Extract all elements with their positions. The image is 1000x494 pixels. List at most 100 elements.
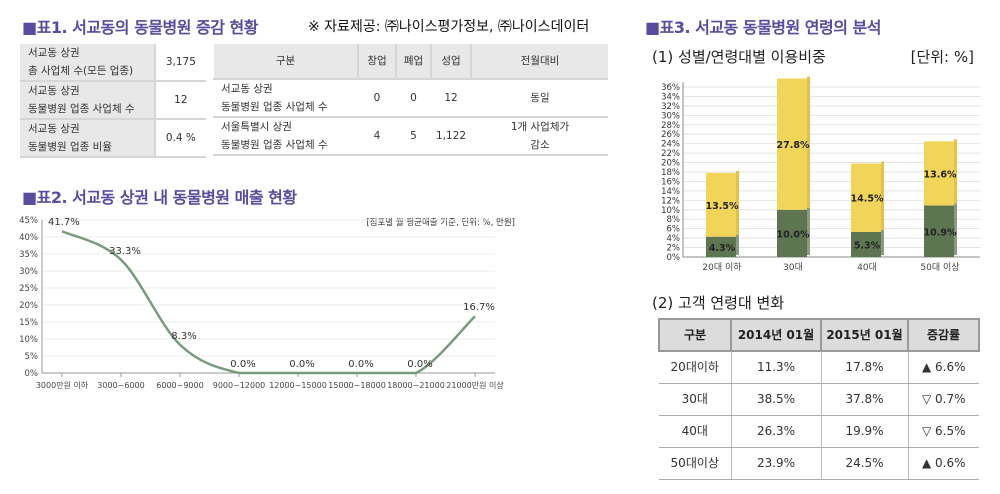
closed-cell: 0 (395, 79, 431, 118)
label-line: 서교동 상권 (28, 85, 80, 97)
age-cell: 50대이상 (659, 447, 731, 480)
y-tick-label: 28% (661, 121, 680, 131)
y-tick-label: 26% (661, 130, 680, 140)
change-cell: 1개 사업체가 감소 (470, 117, 608, 156)
bar-segment (924, 141, 954, 206)
y-tick-label: 10% (661, 206, 680, 216)
y2014-cell: 23.9% (730, 447, 821, 480)
y-tick-label: 36% (661, 83, 680, 93)
table3-title: ■표3. 서교동 동물병원 연령의 분석 (645, 18, 881, 37)
row-value: 3,175 (154, 44, 206, 82)
y-tick-label: 2% (667, 244, 681, 254)
table-row: 50대이상 23.9% 24.5% ▲ 0.6% (659, 447, 979, 480)
bar-side (807, 76, 810, 208)
y-tick-label: 18% (661, 168, 680, 178)
table-row: 20대이하 11.3% 17.8% ▲ 6.6% (659, 351, 979, 384)
header-cell: 전월대비 (470, 44, 608, 80)
bar-segment (777, 78, 807, 210)
y-tick-label: 34% (661, 92, 680, 102)
table-row: 30대 38.5% 37.8% ▽ 0.7% (659, 383, 979, 416)
y2015-cell: 24.5% (820, 447, 908, 480)
data-label: 13.5% (706, 201, 739, 212)
y-tick-label: 30% (661, 111, 680, 121)
y2015-cell: 17.8% (820, 351, 908, 384)
header-row: 구분 2014년 01월 2015년 01월 증감률 (658, 318, 980, 352)
closed-cell: 5 (395, 117, 431, 156)
header-cell: 폐업 (395, 44, 431, 80)
data-label: 33.3% (109, 246, 141, 257)
x-tick-label: 3000만원 이하 (36, 380, 89, 390)
data-label: 4.3% (709, 243, 736, 254)
y2014-cell: 11.3% (730, 351, 821, 384)
data-label: 14.5% (851, 194, 884, 205)
bar-side (736, 234, 739, 255)
x-tick-label: 50대 이상 (920, 262, 959, 273)
y-tick-label: 0% (667, 253, 681, 263)
y-tick-label: 5% (25, 352, 39, 362)
table-row: 서교동 상권 동물병원 업종 사업체 수 12 (20, 81, 206, 120)
source-note: ※ 자료제공: ㈜나이스평가정보, ㈜나이스데이터 (308, 19, 590, 35)
y-tick-label: 12% (661, 196, 680, 206)
label-line: 동물병원 업종 사업체 수 (28, 103, 135, 115)
label-line: 총 사업체 수(모든 업종) (28, 65, 134, 77)
data-label: 0.0% (407, 359, 432, 370)
label-line: 서울특별시 상권 (221, 121, 292, 133)
data-label: 8.3% (171, 331, 196, 342)
bar-side (807, 207, 810, 255)
y-tick-label: 45% (19, 216, 38, 226)
age-change-table: 구분 2014년 01월 2015년 01월 증감률 20대이하 11.3% 17.… (658, 318, 980, 480)
header-row: 구분 창업 폐업 성업 전월대비 (214, 44, 608, 80)
bar-segment (851, 231, 881, 257)
row-value: 12 (154, 81, 206, 120)
y-tick-label: 40% (19, 233, 38, 243)
chart-note: [점포별 월 평균매출 기준, 단위: %, 만원] (366, 217, 515, 228)
bar-segment (706, 172, 736, 237)
bar-side (736, 170, 739, 235)
data-label: 10.0% (777, 229, 810, 240)
table-row: 40대 26.3% 19.9% ▽ 6.5% (659, 415, 979, 448)
x-tick-label: 40대 (857, 262, 877, 273)
row-label: 서울특별시 상권 동물병원 업종 사업체 수 (213, 117, 358, 156)
x-tick-label: 6000~9000 (156, 381, 203, 390)
age-table-title: (2) 고객 연령대 변화 (652, 294, 785, 312)
data-label: 10.9% (924, 227, 957, 238)
bar-chart-unit: [단위: %] (910, 48, 974, 66)
y-tick-label: 20% (661, 159, 680, 169)
bar-side (881, 161, 884, 230)
y-tick-label: 0% (25, 369, 39, 379)
y-tick-label: 24% (661, 140, 680, 150)
data-label: 16.7% (463, 302, 495, 313)
bar-segment (924, 205, 954, 257)
header-cell: 구분 (214, 44, 358, 80)
y-tick-label: 4% (667, 234, 681, 244)
change-cell: ▽ 0.7% (907, 383, 979, 416)
open-cell: 4 (357, 117, 396, 156)
change-line: 동일 (530, 92, 550, 104)
y2015-cell: 19.9% (820, 415, 908, 448)
age-cell: 20대이하 (659, 351, 731, 384)
data-label: 0.0% (230, 359, 255, 370)
age-cell: 40대 (659, 415, 731, 448)
open-cell: 0 (357, 79, 396, 118)
table-row: 서교동 상권 총 사업체 수(모든 업종) 3,175 (20, 44, 206, 82)
header-cell: 구분 (658, 318, 732, 352)
y-tick-label: 14% (661, 187, 680, 197)
table1-title: ■표1. 서교동의 동물병원 증감 현황 (22, 18, 258, 37)
y2014-cell: 26.3% (730, 415, 821, 448)
x-tick-label: 20대 이하 (702, 262, 742, 273)
data-label: 27.8% (777, 140, 810, 151)
change-cell: ▽ 6.5% (907, 415, 979, 448)
change-cell: ▲ 6.6% (907, 351, 979, 384)
x-tick-label: 3000~6000 (97, 381, 144, 390)
x-tick-label: 12000~15000 (269, 381, 327, 390)
header-cell: 2015년 01월 (820, 318, 909, 352)
data-label: 13.6% (924, 169, 957, 180)
x-tick-label: 18000~21000 (387, 381, 445, 390)
table2-title: ■표2. 서교동 상권 내 동물병원 매출 현황 (22, 188, 297, 207)
y-tick-label: 15% (19, 318, 38, 328)
y-tick-label: 25% (19, 284, 38, 294)
data-label: 0.0% (289, 359, 314, 370)
detail-table: 구분 창업 폐업 성업 전월대비 서교동 상권 동물병원 업종 사업체 수 0 0… (213, 44, 608, 156)
